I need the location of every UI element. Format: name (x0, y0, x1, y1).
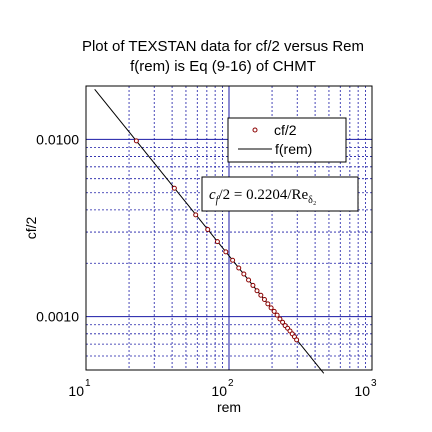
data-point (230, 257, 236, 263)
legend-label-points: cf/2 (274, 122, 297, 138)
data-point (171, 185, 177, 191)
y-tick-label: 0.0100 (36, 131, 79, 147)
data-point (241, 271, 247, 277)
x-tick-base: 10 (68, 383, 84, 399)
x-tick-labels: 10 1 10 2 10 3 (68, 378, 377, 399)
data-point (280, 319, 286, 325)
equation-annotation: cf/2 = 0.2204/Reδ₂ (201, 176, 359, 212)
x-tick-label: 10 2 (211, 378, 234, 399)
data-points-layer (133, 138, 300, 343)
chart-title-line-2: f(rem) is Eq (9-16) of CHMT (130, 58, 316, 75)
data-point (236, 265, 242, 271)
data-point (271, 308, 277, 314)
x-tick-exponent: 3 (371, 378, 377, 389)
data-point (258, 292, 264, 298)
data-point (268, 305, 274, 311)
x-tick-exponent: 1 (85, 378, 91, 389)
chart-title-line-1: Plot of TEXSTAN data for cf/2 versus Rem (82, 38, 364, 55)
y-tick-labels: 0.0100 0.0010 (36, 131, 79, 324)
data-point (261, 296, 267, 302)
data-point (205, 227, 211, 233)
x-tick-label: 10 1 (68, 378, 91, 399)
legend-box (227, 117, 347, 163)
x-axis-label: rem (217, 399, 241, 415)
plot-frame (85, 85, 373, 371)
data-point (274, 312, 280, 318)
x-tick-base: 10 (354, 383, 370, 399)
data-point (246, 277, 252, 283)
data-point (214, 239, 220, 245)
x-tick-exponent: 2 (228, 378, 234, 389)
data-point (294, 337, 300, 343)
legend: cf/2 f(rem) (227, 117, 347, 163)
equation-lhs-subscript: f (216, 195, 220, 206)
equation-middle: /2 = 0.2204/Re (218, 187, 308, 203)
x-tick-base: 10 (211, 383, 227, 399)
equation-box (201, 176, 359, 212)
data-point (277, 316, 283, 322)
legend-marker (252, 127, 258, 133)
data-point (250, 282, 256, 288)
legend-label-line: f(rem) (275, 141, 312, 157)
data-point (133, 138, 139, 144)
y-axis-label: cf/2 (23, 217, 39, 240)
data-point (223, 249, 229, 255)
y-tick-label: 0.0010 (36, 309, 79, 325)
data-point (265, 301, 271, 307)
x-tick-label: 10 3 (354, 378, 377, 399)
equation-rhs-subscript: δ₂ (308, 195, 316, 206)
equation-text: cf/2 = 0.2204/Reδ₂ (209, 187, 316, 206)
equation-lhs-symbol: c (209, 187, 216, 203)
data-point (193, 212, 199, 218)
data-point (254, 288, 260, 294)
